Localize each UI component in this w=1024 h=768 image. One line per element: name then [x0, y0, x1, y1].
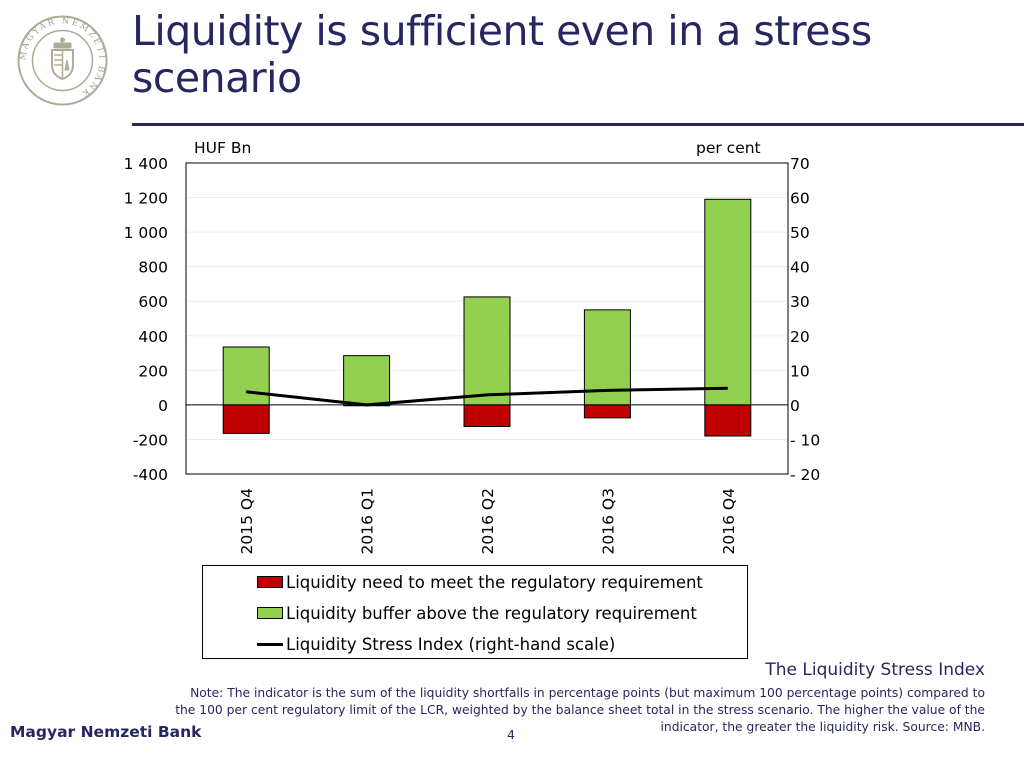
- left-tick-label: 600: [138, 293, 168, 311]
- right-tick-label: 70: [790, 155, 810, 173]
- left-tick-label: 1 200: [124, 190, 168, 208]
- title-divider: [132, 123, 1024, 126]
- right-tick-label: 30: [790, 293, 810, 311]
- slide-title: Liquidity is sufficient even in a stress…: [132, 7, 872, 102]
- right-tick-label: 40: [790, 259, 810, 277]
- right-tick-label: - 10: [790, 431, 820, 449]
- right-tick-label: 60: [790, 190, 810, 208]
- category-label: 2016 Q4: [720, 488, 738, 554]
- mnb-logo: MAGYAR NEMZETI BANK: [17, 15, 108, 106]
- left-axis-unit: HUF Bn: [194, 139, 252, 157]
- left-tick-label: -400: [133, 466, 168, 484]
- bar-liquidity-buffer-5: [704, 198, 752, 406]
- category-label: 2016 Q2: [479, 488, 497, 554]
- legend-swatch-buffer: [257, 607, 283, 619]
- bar-liquidity-need-5: [704, 404, 752, 437]
- category-label: 2015 Q4: [238, 488, 256, 554]
- right-tick-label: 50: [790, 224, 810, 242]
- left-tick-label: 1 000: [124, 224, 168, 242]
- chart-note: Note: The indicator is the sum of the li…: [175, 686, 985, 734]
- note-title: The Liquidity Stress Index: [765, 660, 985, 680]
- legend-item-buffer: Liquidity buffer above the regulatory re…: [257, 602, 697, 624]
- left-tick-label: 200: [138, 362, 168, 380]
- coat-of-arms-icon: [51, 37, 74, 81]
- plot-area-frame: [185, 162, 789, 475]
- left-tick-label: -200: [133, 431, 168, 449]
- bar-liquidity-buffer-3: [463, 296, 511, 406]
- left-tick-label: 0: [158, 397, 168, 415]
- category-label: 2016 Q1: [359, 488, 377, 554]
- legend-item-need: Liquidity need to meet the regulatory re…: [257, 571, 703, 593]
- bar-liquidity-buffer-2: [343, 355, 391, 406]
- legend-swatch-need: [257, 576, 283, 588]
- stress-index-line: [246, 386, 728, 407]
- legend-label-need: Liquidity need to meet the regulatory re…: [286, 572, 703, 592]
- left-tick-label: 1 400: [124, 155, 168, 173]
- right-axis-unit: per cent: [696, 139, 761, 157]
- bar-liquidity-buffer-1: [222, 346, 270, 406]
- bar-liquidity-need-4: [583, 404, 631, 419]
- right-tick-label: - 20: [790, 466, 820, 484]
- bar-liquidity-need-3: [463, 404, 511, 427]
- left-tick-label: 400: [138, 328, 168, 346]
- legend-item-stress-index: Liquidity Stress Index (right-hand scale…: [257, 633, 615, 655]
- legend-label-stress-index: Liquidity Stress Index (right-hand scale…: [286, 634, 616, 654]
- right-tick-label: 20: [790, 328, 810, 346]
- page-number: 4: [507, 727, 515, 742]
- legend-swatch-stress-index: [257, 642, 283, 646]
- chart-legend: Liquidity need to meet the regulatory re…: [202, 565, 748, 659]
- right-tick-label: 0: [790, 397, 800, 415]
- footer-bank-name: Magyar Nemzeti Bank: [10, 723, 202, 741]
- category-label: 2016 Q3: [599, 488, 617, 554]
- left-tick-label: 800: [138, 259, 168, 277]
- legend-label-buffer: Liquidity buffer above the regulatory re…: [286, 603, 697, 623]
- bar-liquidity-need-1: [222, 404, 270, 434]
- right-tick-label: 10: [790, 362, 810, 380]
